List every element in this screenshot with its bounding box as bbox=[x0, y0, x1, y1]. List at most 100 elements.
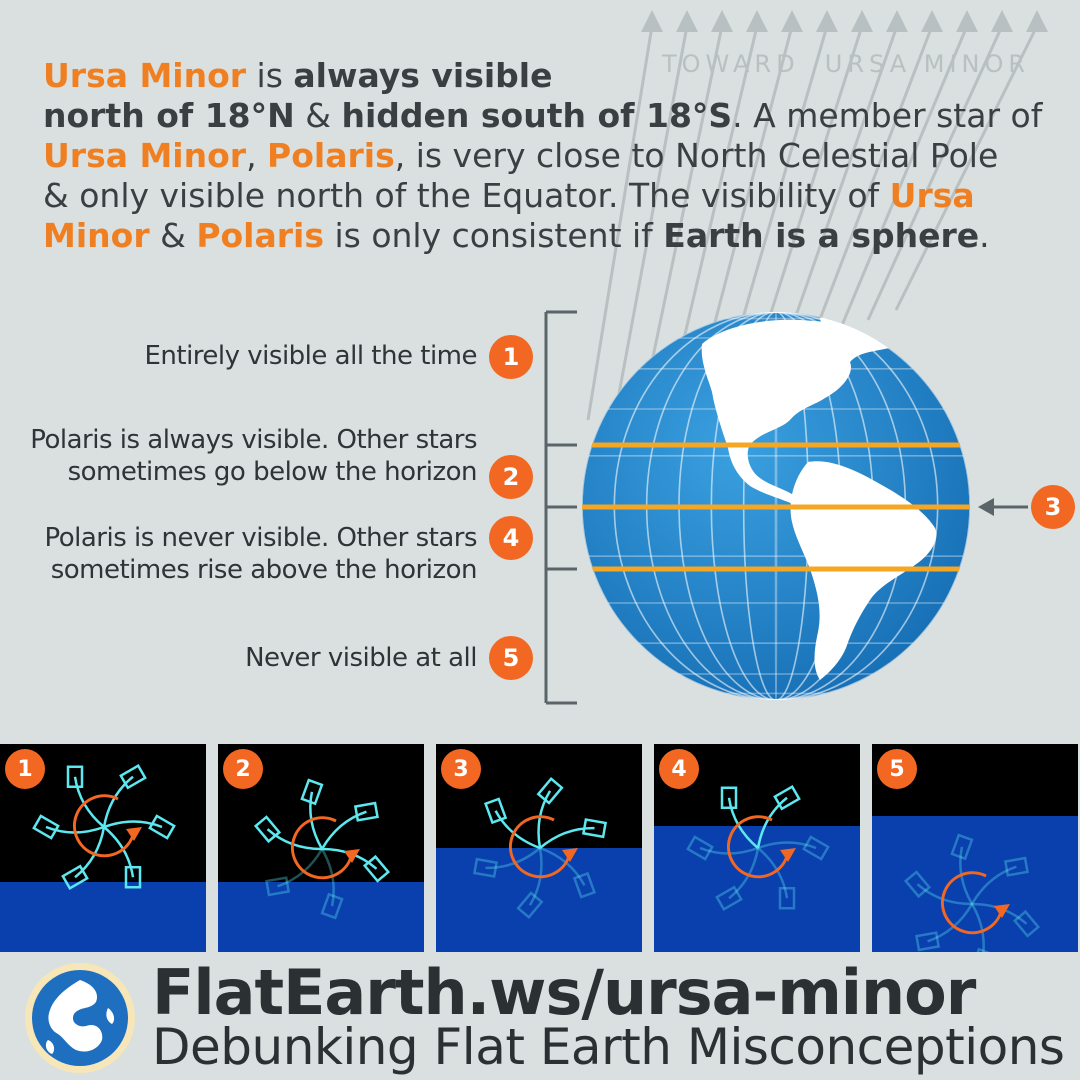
polaris-term: Polaris bbox=[267, 136, 395, 175]
constellation-star-box bbox=[1003, 856, 1029, 877]
ground bbox=[0, 882, 206, 952]
zone-5-badge: 5 bbox=[489, 636, 533, 680]
constellation-star-box bbox=[950, 833, 974, 861]
zone-1-label: Entirely visible all the time bbox=[144, 341, 477, 371]
toward-ursa-minor-arrows bbox=[586, 10, 1048, 421]
star-direction-arrowhead bbox=[1026, 10, 1048, 32]
star-direction-arrowhead bbox=[921, 10, 943, 32]
zone-1-badge: 1 bbox=[489, 335, 533, 379]
constellation-spoke bbox=[970, 865, 1017, 905]
star-direction-arrow bbox=[894, 25, 1039, 311]
equator-badge: 3 bbox=[1031, 485, 1075, 529]
rotation-arrowhead bbox=[562, 848, 578, 862]
star-direction-arrow bbox=[838, 25, 969, 331]
constellation-spoke bbox=[320, 810, 367, 850]
rotation-arc bbox=[73, 794, 136, 858]
constellation-star-box bbox=[715, 885, 743, 911]
zone-2-badge: 2 bbox=[489, 455, 533, 499]
star-direction-arrowhead bbox=[641, 10, 663, 32]
constellation-star-box bbox=[686, 835, 714, 861]
constellation-star-box bbox=[253, 815, 282, 844]
rotation-arc bbox=[509, 815, 572, 879]
star-direction-arrow bbox=[866, 25, 1004, 321]
constellation-star-box bbox=[320, 892, 344, 920]
constellation-star-box bbox=[903, 870, 932, 899]
star-direction-arrowhead bbox=[956, 10, 978, 32]
constellation-star-box bbox=[32, 814, 60, 840]
panel-3-badge: 3 bbox=[441, 749, 481, 789]
constellation-spoke bbox=[539, 826, 595, 849]
rotation-arc bbox=[291, 816, 354, 880]
zone-4-label: Polaris is never visible. Other stars som… bbox=[44, 523, 477, 585]
constellation-star-box bbox=[353, 801, 379, 822]
star-direction-arrow bbox=[586, 25, 654, 421]
sky-panels: 1 2 3 4 5 bbox=[0, 744, 1080, 952]
footer-subtitle: Debunking Flat Earth Misconceptions bbox=[152, 1018, 1065, 1076]
star-direction-arrowhead bbox=[816, 10, 838, 32]
constellation-star-box bbox=[300, 778, 324, 806]
constellation-star-box bbox=[1012, 909, 1041, 938]
ground bbox=[436, 848, 642, 952]
zone-2-label: Polaris is always visible. Other stars so… bbox=[30, 425, 477, 487]
zone-5-label: Never visible at all bbox=[245, 643, 477, 673]
star-direction-arrowhead bbox=[711, 10, 733, 32]
constellation-star-box bbox=[802, 835, 830, 861]
star-direction-arrow bbox=[670, 25, 759, 391]
intro-paragraph: Ursa Minor is always visible north of 18… bbox=[43, 56, 1043, 255]
constellation-star-box bbox=[483, 797, 508, 825]
north-america-shape bbox=[701, 319, 900, 505]
constellation-star-box bbox=[536, 776, 564, 805]
star-direction-arrowhead bbox=[886, 10, 908, 32]
constellation-spoke bbox=[757, 841, 817, 850]
rotation-arrowhead bbox=[994, 904, 1010, 918]
constellation-star-box bbox=[581, 818, 608, 839]
star-direction-arrow bbox=[754, 25, 864, 361]
rotation-arrowhead bbox=[780, 848, 796, 862]
zone-bracket bbox=[544, 310, 577, 705]
zone-4-badge: 4 bbox=[489, 516, 533, 560]
ursa-minor-term: Ursa Minor bbox=[43, 56, 247, 95]
ground bbox=[218, 882, 424, 952]
footer-title: FlatEarth.ws/ursa-minor bbox=[152, 956, 976, 1029]
globe-diagram bbox=[544, 310, 1028, 705]
star-direction-arrow bbox=[782, 25, 899, 351]
constellation-star-box bbox=[773, 785, 801, 811]
constellation-star-box bbox=[61, 864, 89, 890]
ground bbox=[872, 816, 1078, 952]
star-direction-arrow bbox=[726, 25, 829, 371]
rotation-arc bbox=[727, 815, 790, 879]
rotation-arrowhead bbox=[126, 827, 142, 841]
rotation-arc bbox=[941, 871, 1004, 935]
star-direction-arrowhead bbox=[676, 10, 698, 32]
constellation-star-box bbox=[124, 865, 142, 889]
sky-panel-5: 5 bbox=[872, 744, 1078, 952]
sky-panel-2: 2 bbox=[218, 744, 424, 952]
panel-2-badge: 2 bbox=[223, 749, 263, 789]
constellation-star-box bbox=[915, 931, 941, 952]
star-direction-arrowhead bbox=[991, 10, 1013, 32]
constellation-star-box bbox=[265, 876, 291, 897]
ground bbox=[654, 826, 860, 952]
rotation-arrowhead bbox=[344, 849, 360, 863]
constellation-star-box bbox=[778, 886, 796, 910]
star-direction-arrow bbox=[698, 25, 794, 381]
equator-pointer-arrow bbox=[978, 498, 1028, 516]
panel-5-badge: 5 bbox=[877, 749, 917, 789]
constellation-star-box bbox=[720, 786, 738, 810]
star-direction-arrowhead bbox=[746, 10, 768, 32]
constellation-star-box bbox=[66, 765, 84, 789]
constellation-star-box bbox=[148, 814, 176, 840]
sky-panel-4: 4 bbox=[654, 744, 860, 952]
sky-panel-1: 1 bbox=[0, 744, 206, 952]
constellation-star-box bbox=[572, 871, 597, 899]
star-direction-arrow bbox=[614, 25, 689, 411]
constellation-star-box bbox=[119, 764, 147, 790]
constellation-star-box bbox=[516, 891, 544, 920]
star-direction-arrowhead bbox=[781, 10, 803, 32]
panel-1-badge: 1 bbox=[5, 749, 45, 789]
constellation-spoke bbox=[103, 820, 163, 829]
constellation-star-box bbox=[362, 854, 391, 883]
star-direction-arrowhead bbox=[851, 10, 873, 32]
flatearth-logo bbox=[25, 963, 135, 1073]
sky-panel-3: 3 bbox=[436, 744, 642, 952]
